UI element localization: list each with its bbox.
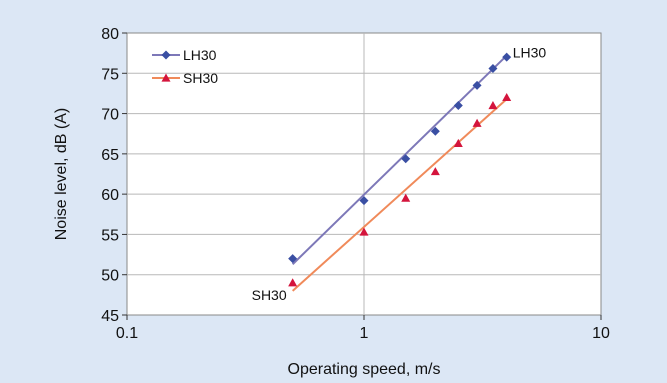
legend-lh30-marker [161,50,171,60]
sh30-point [488,101,498,110]
lh30-end-label: LH30 [513,45,547,61]
y-tick-label: 65 [101,147,119,164]
lh30-point [401,154,411,164]
y-tick-label: 55 [101,227,119,244]
x-tick-label: 0.1 [116,325,138,342]
legend-sh30-marker [161,73,171,82]
lh30-fit-line [291,54,508,265]
sh30-point [430,167,440,176]
sh30-point [472,118,482,127]
x-axis: 0.1 1 10 [116,315,610,342]
legend-lh30-label: LH30 [183,47,217,63]
y-tick-label: 45 [101,308,119,325]
sh30-point [359,227,369,236]
lh30-point [472,80,482,90]
lh30-point [488,63,498,73]
lh30-point [430,126,440,136]
sh30-point [401,193,411,202]
y-tick-label: 50 [101,268,119,285]
x-tick-label: 1 [360,325,369,342]
sh30-point [502,92,512,102]
lh30-point [453,101,463,111]
legend: LH30 SH30 [152,47,218,86]
series-end-labels: LH30 SH30 [252,45,547,303]
lh30-point [502,52,512,62]
fit-lines [291,54,508,292]
lh30-point [288,254,298,264]
grid [127,33,601,315]
y-tick-label: 75 [101,66,119,83]
x-tick-label: 10 [592,325,610,342]
sh30-point [288,278,298,287]
sh30-point [453,138,463,147]
y-tick-label: 80 [101,26,119,43]
sh30-end-label: SH30 [252,287,287,303]
legend-sh30-label: SH30 [183,70,218,86]
y-tick-label: 60 [101,187,119,204]
x-axis-label: Operating speed, m/s [288,361,441,378]
data-markers [288,52,512,287]
lh30-point [359,196,369,206]
y-tick-label: 70 [101,107,119,124]
y-axis-label: Noise level, dB (A) [53,108,70,241]
sh30-fit-line [291,98,508,292]
y-axis: 45 50 55 60 65 70 75 80 [101,26,127,325]
